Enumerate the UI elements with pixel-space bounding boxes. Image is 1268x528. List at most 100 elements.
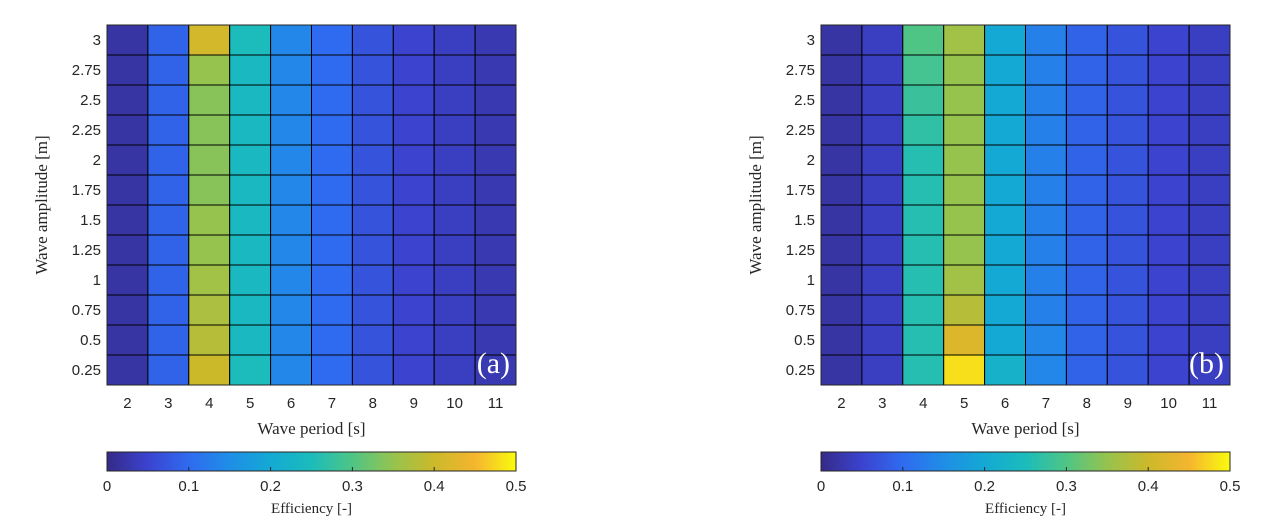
colorbar-tick-label: 0.4	[1138, 478, 1159, 495]
heatmap-cell	[270, 54, 313, 86]
heatmap-cell	[188, 324, 231, 356]
heatmap-cell	[433, 54, 476, 86]
x-tick-label: 6	[1001, 395, 1009, 412]
heatmap-cell	[943, 264, 986, 296]
heatmap-cell	[147, 324, 190, 356]
heatmap-cell	[1106, 264, 1149, 296]
heatmap-cell	[433, 294, 476, 326]
colorbar-tick-label: 0.3	[1056, 478, 1077, 495]
heatmap-cell	[392, 294, 435, 326]
heatmap-cell	[1025, 264, 1067, 296]
heatmap-cell	[861, 144, 904, 176]
heatmap-cell	[1065, 264, 1108, 296]
heatmap-cell	[1147, 144, 1190, 176]
x-tick-label: 5	[246, 395, 254, 412]
heatmap-cell	[861, 24, 904, 56]
heatmap-cell	[433, 84, 476, 116]
heatmap-cell	[229, 324, 272, 356]
y-axis-label: Wave amplitude [m]	[32, 135, 51, 274]
heatmap-cell	[943, 354, 986, 386]
heatmap-cell	[188, 354, 231, 386]
x-tick-label: 11	[488, 395, 504, 412]
heatmap-cell	[106, 84, 149, 116]
heatmap-cell	[351, 114, 394, 146]
heatmap-cell	[311, 204, 353, 236]
x-tick-label: 3	[164, 395, 172, 412]
heatmap-cell	[861, 264, 904, 296]
heatmap-cell	[106, 204, 149, 236]
colorbar-tick-labels: 0 0.1 0.2 0.3 0.4 0.5	[103, 467, 526, 495]
heatmap-cell	[1025, 24, 1067, 56]
heatmap-cell	[433, 144, 476, 176]
heatmap-cell	[1025, 354, 1067, 386]
heatmap-cell	[106, 234, 149, 266]
heatmap-cell	[1147, 324, 1190, 356]
heatmap-cell	[311, 144, 353, 176]
heatmap-cell	[820, 114, 863, 146]
heatmap-cell	[147, 264, 190, 296]
y-tick-label: 2.75	[72, 62, 101, 79]
heatmap-cell	[433, 174, 476, 206]
heatmap-cell	[270, 354, 313, 386]
heatmap-cell	[433, 234, 476, 266]
heatmap-cell	[392, 264, 435, 296]
colorbar-tick-label: 0.1	[178, 478, 199, 495]
heatmap-cell	[943, 144, 986, 176]
heatmap-cell	[1147, 354, 1190, 386]
heatmap-cell	[351, 354, 394, 386]
colorbar-label: Efficiency [-]	[985, 501, 1066, 517]
heatmap-cell	[229, 264, 272, 296]
heatmap-cell	[943, 204, 986, 236]
colorbar-tick-label: 0	[103, 478, 111, 495]
heatmap-cell	[1188, 234, 1231, 266]
heatmap-cell	[433, 324, 476, 356]
heatmap-cell	[229, 114, 272, 146]
heatmap-cell	[861, 84, 904, 116]
heatmap-cell	[1065, 234, 1108, 266]
heatmap-cell	[229, 54, 272, 86]
heatmap-cell	[433, 24, 476, 56]
y-tick-label: 2	[807, 152, 815, 169]
heatmap-cell	[1065, 54, 1108, 86]
heatmap-cell	[1106, 144, 1149, 176]
heatmap-cell	[474, 24, 517, 56]
colorbar-tick-label: 0	[817, 478, 825, 495]
heatmap-cell	[1025, 294, 1067, 326]
heatmap-cell	[392, 234, 435, 266]
heatmap-cell	[1147, 54, 1190, 86]
heatmap-cell	[1188, 144, 1231, 176]
heatmap-cell	[820, 54, 863, 86]
plot-frame	[106, 24, 517, 386]
heatmap-cell	[1106, 174, 1149, 206]
heatmap-cell	[902, 264, 945, 296]
heatmap-cell	[1065, 354, 1108, 386]
heatmap-cell	[474, 324, 517, 356]
heatmap-cell	[820, 24, 863, 56]
heatmap-cell	[1025, 204, 1067, 236]
heatmap-cell	[474, 204, 517, 236]
heatmap-cell	[311, 84, 353, 116]
heatmap-cell	[820, 174, 863, 206]
x-tick-label: 2	[123, 395, 131, 412]
y-tick-label: 2.25	[72, 122, 101, 139]
heatmap-cell	[1147, 204, 1190, 236]
heatmap-cell	[147, 234, 190, 266]
heatmap-cell	[351, 24, 394, 56]
heatmap-cell	[1025, 114, 1067, 146]
heatmap-cell	[820, 264, 863, 296]
y-tick-label: 0.5	[80, 332, 101, 349]
heatmap-cell	[820, 234, 863, 266]
y-tick-label: 0.5	[794, 332, 815, 349]
colorbar-label: Efficiency [-]	[271, 501, 352, 517]
x-tick-label: 8	[369, 395, 377, 412]
y-tick-label: 0.75	[72, 302, 101, 319]
heatmap-cell	[902, 294, 945, 326]
heatmap-cell	[1147, 234, 1190, 266]
heatmap-cell	[311, 174, 353, 206]
heatmap-cell	[188, 54, 231, 86]
y-tick-label: 1.25	[72, 242, 101, 259]
heatmap-cell	[311, 114, 353, 146]
heatmap-cell	[902, 144, 945, 176]
